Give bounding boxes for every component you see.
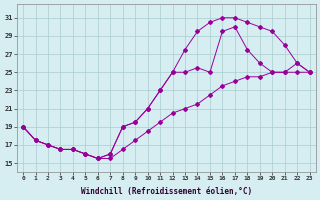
X-axis label: Windchill (Refroidissement éolien,°C): Windchill (Refroidissement éolien,°C) <box>81 187 252 196</box>
